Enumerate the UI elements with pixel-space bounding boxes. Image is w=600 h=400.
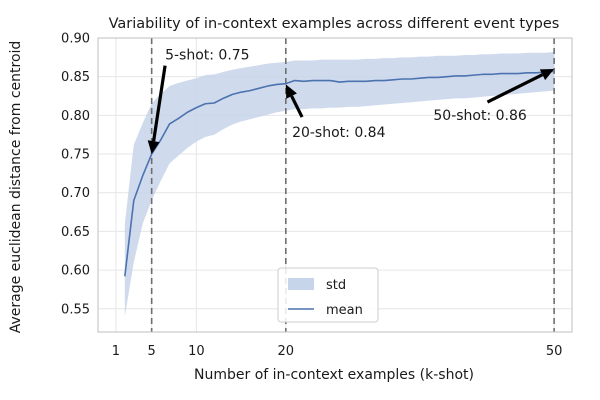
y-tick-label: 0.55 xyxy=(61,302,90,317)
x-tick-label: 20 xyxy=(278,344,295,359)
x-tick-label: 10 xyxy=(188,344,205,359)
mean-line xyxy=(124,70,555,277)
plot-frame xyxy=(97,37,573,333)
std-band-layer xyxy=(124,51,555,317)
y-tick-label: 0.60 xyxy=(61,264,90,279)
y-tick-label: 0.65 xyxy=(61,225,90,240)
y-tick-label: 0.80 xyxy=(61,109,90,124)
chart-title: Variability of in-context examples acros… xyxy=(109,16,560,32)
annotation-arrow-shaft xyxy=(152,65,167,142)
y-tick-label: 0.75 xyxy=(61,148,90,163)
x-axis-label: Number of in-context examples (k-shot) xyxy=(194,367,474,383)
x-tick-label: 50 xyxy=(546,344,563,359)
y-tick-label: 0.85 xyxy=(61,70,90,85)
y-axis-label: Average euclidean distance from centroid xyxy=(8,41,24,334)
annotation-label: 50-shot: 0.86 xyxy=(433,108,527,124)
y-tick-labels: 0.55 0.60 0.65 0.70 0.75 0.80 0.85 0.90 xyxy=(61,32,90,318)
x-tick-label: 1 xyxy=(112,344,120,359)
x-tick-labels: 1 5 10 20 50 xyxy=(112,344,563,359)
legend: std mean xyxy=(277,267,379,323)
annotation-layer: 5-shot: 0.75 20-shot: 0.84 50-shot: 0.86 xyxy=(147,48,555,155)
legend-label-std: std xyxy=(326,278,346,293)
annotation-arrow-head xyxy=(539,68,555,81)
annotation-arrow-head xyxy=(285,84,297,99)
legend-swatch-std xyxy=(288,278,314,290)
axes-frame xyxy=(97,37,573,333)
std-band xyxy=(124,51,555,317)
annotation-arrow-shaft xyxy=(290,95,304,118)
x-tick-label: 5 xyxy=(148,344,156,359)
annotation-arrow-shaft xyxy=(486,73,544,104)
legend-label-mean: mean xyxy=(326,303,363,318)
annotation-arrow-head xyxy=(147,140,160,155)
annotation-label: 5-shot: 0.75 xyxy=(165,48,250,64)
mean-line-layer xyxy=(124,70,555,277)
y-tick-label: 0.90 xyxy=(61,32,90,47)
y-tick-label: 0.70 xyxy=(61,186,90,201)
annotation-label: 20-shot: 0.84 xyxy=(292,125,386,141)
